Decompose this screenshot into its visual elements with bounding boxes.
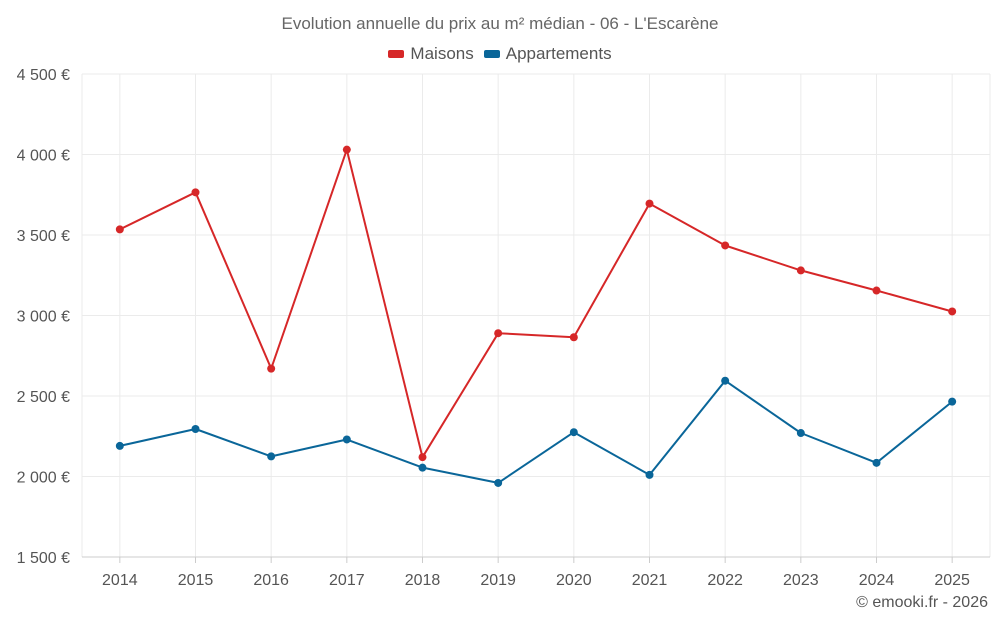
data-point-appartements[interactable] [948, 397, 957, 406]
data-point-maisons[interactable] [115, 225, 124, 234]
legend-swatch-appartements [483, 50, 500, 58]
data-point-appartements[interactable] [418, 463, 427, 472]
y-tick-label: 2 500 € [17, 389, 70, 406]
legend-item-maisons[interactable]: Maisons [388, 44, 474, 64]
x-tick-label: 2022 [707, 572, 743, 589]
data-point-appartements[interactable] [796, 429, 805, 438]
data-point-appartements[interactable] [115, 441, 124, 450]
series-line-maisons [119, 148, 953, 459]
credit-text: © emooki.fr - 2026 [856, 594, 988, 611]
data-point-maisons[interactable] [418, 453, 427, 462]
chart-title: Evolution annuelle du prix au m² médian … [281, 14, 719, 33]
legend-item-appartements[interactable]: Appartements [483, 44, 612, 64]
y-tick-label: 3 000 € [17, 309, 70, 326]
legend-label-appartements: Appartements [505, 44, 612, 63]
legend-swatch-maisons [388, 50, 405, 58]
x-tick-label: 2024 [859, 572, 895, 589]
data-point-maisons[interactable] [191, 188, 200, 197]
data-point-maisons[interactable] [645, 199, 654, 208]
data-point-appartements[interactable] [872, 458, 881, 467]
x-tick-label: 2020 [556, 572, 592, 589]
y-tick-label: 4 500 € [17, 67, 70, 84]
x-tick-label: 2014 [102, 572, 138, 589]
x-tick-label: 2021 [632, 572, 668, 589]
x-tick-label: 2016 [253, 572, 289, 589]
legend-label-maisons: Maisons [410, 44, 474, 63]
data-point-maisons[interactable] [267, 364, 276, 373]
data-point-maisons[interactable] [494, 329, 503, 338]
data-point-maisons[interactable] [569, 333, 578, 342]
data-point-appartements[interactable] [721, 376, 730, 385]
data-point-maisons[interactable] [872, 286, 881, 295]
data-point-appartements[interactable] [569, 428, 578, 437]
series-line-appartements [119, 379, 953, 484]
y-tick-label: 4 000 € [17, 148, 70, 165]
data-point-appartements[interactable] [267, 452, 276, 461]
legend: Maisons Appartements [0, 44, 1000, 64]
x-tick-label: 2023 [783, 572, 819, 589]
data-point-appartements[interactable] [494, 478, 503, 487]
x-tick-label: 2025 [934, 572, 970, 589]
x-tick-label: 2019 [480, 572, 516, 589]
data-point-maisons[interactable] [721, 241, 730, 250]
data-point-appartements[interactable] [342, 435, 351, 444]
data-point-maisons[interactable] [948, 307, 957, 316]
data-point-maisons[interactable] [796, 266, 805, 275]
x-tick-label: 2017 [329, 572, 365, 589]
data-point-maisons[interactable] [342, 145, 351, 154]
data-point-appartements[interactable] [191, 425, 200, 434]
y-tick-label: 3 500 € [17, 228, 70, 245]
y-tick-label: 1 500 € [17, 550, 70, 567]
y-tick-label: 2 000 € [17, 470, 70, 487]
x-tick-label: 2015 [178, 572, 214, 589]
x-tick-label: 2018 [405, 572, 441, 589]
data-point-appartements[interactable] [645, 470, 654, 479]
